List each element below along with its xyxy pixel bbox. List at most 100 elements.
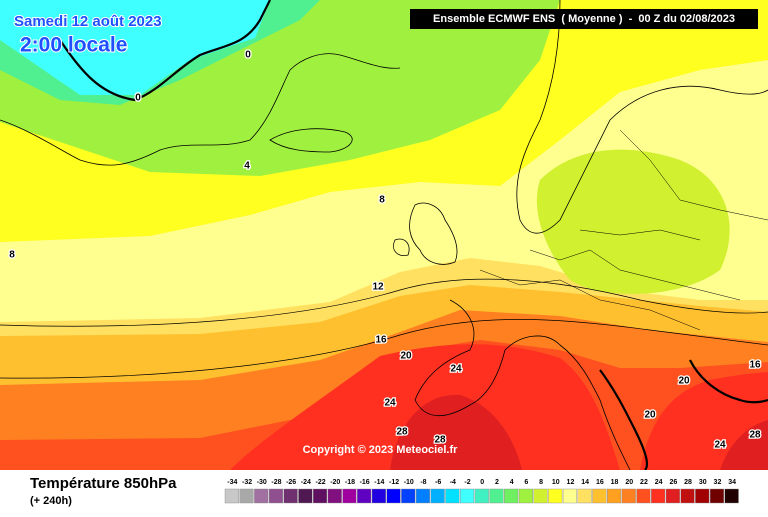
- scale-swatch: [224, 488, 239, 504]
- scale-swatch: [313, 488, 328, 504]
- scale-label: -2: [464, 479, 470, 486]
- valid-time: 2:00 locale: [20, 34, 127, 57]
- isotherm-12: [0, 278, 768, 327]
- contour-label: 20: [400, 351, 412, 362]
- scale-swatch: [709, 488, 724, 504]
- scale-swatch: [445, 488, 460, 504]
- greenland-coast: [0, 53, 401, 166]
- scale-label: 30: [699, 479, 707, 486]
- scale-label: 12: [567, 479, 575, 486]
- scale-swatch: [357, 488, 372, 504]
- valid-date: Samedi 12 août 2023: [14, 13, 162, 30]
- scale-swatch: [386, 488, 401, 504]
- scale-swatch: [504, 488, 519, 504]
- field-title: Température 850hPa: [30, 475, 177, 492]
- contour-label: 0: [135, 93, 141, 104]
- scale-label: 22: [640, 479, 648, 486]
- scale-swatch: [460, 488, 475, 504]
- scale-label: 32: [714, 479, 722, 486]
- contour-labels: 0 0 4 8 8 12 16 20 24 24 28 28 20 20 24 28 16: [8, 48, 762, 452]
- isotherm-16: [0, 319, 768, 379]
- scale-label: -30: [257, 479, 267, 486]
- model-box: [410, 9, 758, 29]
- scale-label: -22: [315, 479, 325, 486]
- model-info: Ensemble ECMWF ENS ( Moyenne ) - 00 Z du…: [433, 13, 735, 25]
- scale-label: 26: [669, 479, 677, 486]
- scale-label: 20: [625, 479, 633, 486]
- scale-label: 18: [611, 479, 619, 486]
- scale-swatch: [651, 488, 666, 504]
- scale-swatch: [371, 488, 386, 504]
- scale-swatch: [489, 488, 504, 504]
- contour-label: 24: [384, 398, 396, 409]
- contour-label: 0: [245, 50, 251, 61]
- scale-label: -28: [271, 479, 281, 486]
- scale-label: -24: [301, 479, 311, 486]
- scale-label: -4: [450, 479, 456, 486]
- scale-swatch: [562, 488, 577, 504]
- scale-swatch: [592, 488, 607, 504]
- coastlines: [0, 0, 768, 471]
- scale-swatch: [548, 488, 563, 504]
- scale-swatch: [268, 488, 284, 504]
- scale-swatch: [621, 488, 636, 504]
- scale-swatch: [415, 488, 431, 504]
- scale-label: -26: [286, 479, 296, 486]
- scale-swatch: [239, 488, 254, 504]
- iceland: [269, 128, 353, 153]
- scale-label: 6: [524, 479, 528, 486]
- scale-swatch: [577, 488, 592, 504]
- scale-label: -6: [435, 479, 441, 486]
- contour-label: 24: [450, 364, 462, 375]
- scale-label: 28: [684, 479, 692, 486]
- contour-label: 16: [749, 360, 761, 371]
- scale-label: -34: [227, 479, 237, 486]
- zone: [390, 394, 522, 470]
- scale-label: 24: [655, 479, 663, 486]
- scale-swatch: [401, 488, 416, 504]
- british-isles: [393, 202, 458, 265]
- contour-label: 12: [372, 282, 384, 293]
- scale-swatch: [533, 488, 548, 504]
- zone: [536, 149, 730, 294]
- scale-label: -10: [404, 479, 414, 486]
- scale-swatch: [636, 488, 651, 504]
- scale-label: -18: [345, 479, 355, 486]
- scale-label: 10: [552, 479, 560, 486]
- scale-swatch: [342, 488, 357, 504]
- greenland-ice: [59, 0, 271, 102]
- contour-label: 28: [749, 430, 761, 441]
- color-scale: -34 -32 -30 -28 -26 -24 -22 -20 -18 -16 -14 -12 -10-…: [224, 479, 739, 504]
- scale-swatch: [474, 488, 489, 504]
- scale-label: 14: [581, 479, 589, 486]
- borders: [479, 129, 768, 331]
- scale-label: 8: [539, 479, 543, 486]
- scale-label: -8: [420, 479, 426, 486]
- scale-label: 0: [480, 479, 484, 486]
- scale-swatch: [680, 488, 695, 504]
- scale-swatch: [283, 488, 298, 504]
- contour-label: 24: [714, 440, 726, 451]
- scale-swatch: [665, 488, 680, 504]
- scale-label: -14: [374, 479, 384, 486]
- contour-label: 4: [244, 161, 250, 172]
- scandinavia: [516, 0, 768, 234]
- scale-swatch: [518, 488, 533, 504]
- zone: [0, 0, 768, 95]
- scale-swatch: [430, 488, 445, 504]
- contour-label: 16: [375, 335, 387, 346]
- iberia-france: [414, 299, 631, 471]
- contour-label: 20: [644, 410, 656, 421]
- scale-label: -12: [389, 479, 399, 486]
- zone: [720, 420, 768, 470]
- copyright: Copyright © 2023 Meteociel.fr: [303, 444, 459, 456]
- italy-balkans: [599, 359, 768, 471]
- contour-label: 8: [379, 195, 385, 206]
- scale-label: -16: [360, 479, 370, 486]
- scale-swatch: [724, 488, 739, 504]
- lead-time: (+ 240h): [30, 495, 72, 507]
- scale-label: 4: [510, 479, 514, 486]
- contour-label: 28: [396, 427, 408, 438]
- scale-label: -32: [242, 479, 252, 486]
- contour-label: 28: [434, 435, 446, 446]
